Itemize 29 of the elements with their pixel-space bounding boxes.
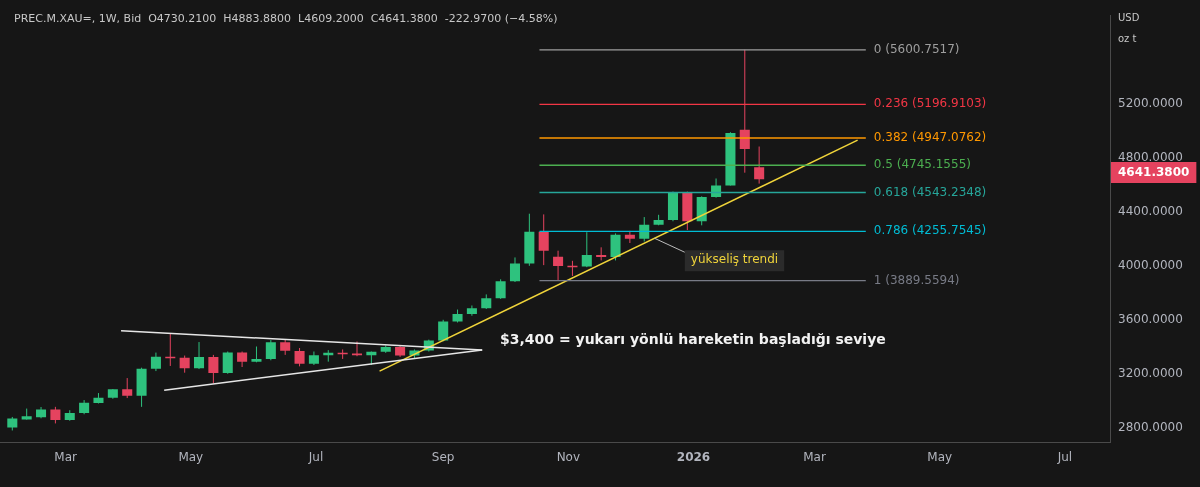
annotation: yükseliş trendi bbox=[690, 252, 779, 267]
chart-title: PREC.M.XAU=, 1W, Bid O4730.2100 H4883.8800 L4609.2000 C4641.3800 -222.9700 (−4.58%) bbox=[14, 12, 558, 25]
y-tick-label: 3200.0000 bbox=[1118, 365, 1183, 380]
y-tick-label: 4400.0000 bbox=[1118, 203, 1183, 218]
text: USD bbox=[1118, 11, 1140, 23]
y-tick-label: 4000.0000 bbox=[1118, 257, 1183, 272]
x-tick-label: Sep bbox=[431, 449, 455, 464]
x-tick-label: Jul bbox=[1056, 449, 1073, 464]
x-tick-label: 2026 bbox=[676, 449, 711, 464]
ref-line-label: 0.382 (4947.0762) bbox=[873, 130, 987, 145]
y-tick-label: 5200.0000 bbox=[1118, 95, 1183, 110]
x-tick-label: Mar bbox=[54, 449, 78, 464]
y-tick-label: 3600.0000 bbox=[1118, 311, 1183, 326]
ref-line-label: 0.786 (4255.7545) bbox=[873, 223, 987, 238]
x-tick-label: May bbox=[178, 449, 204, 464]
annotation: $3,400 = yukarı yönlü hareketin başladığı seviye bbox=[500, 330, 886, 347]
x-tick-label: Jul bbox=[307, 449, 324, 464]
ref-line-label: 0 (5600.7517) bbox=[873, 41, 960, 56]
text: 4641.3800 bbox=[1118, 164, 1190, 179]
x-tick-label: May bbox=[927, 449, 953, 464]
ref-line-label: 1 (3889.5594) bbox=[873, 272, 960, 287]
y-tick-label: 2800.0000 bbox=[1118, 419, 1183, 434]
ref-line-label: 0.236 (5196.9103) bbox=[873, 96, 987, 111]
text: oz t bbox=[1118, 32, 1137, 44]
x-tick-label: Nov bbox=[556, 449, 581, 464]
ref-line-label: 0.618 (4543.2348) bbox=[873, 184, 987, 199]
x-tick-label: Mar bbox=[803, 449, 826, 464]
ref-line-label: 0.5 (4745.1555) bbox=[873, 157, 971, 172]
y-tick-label: 4800.0000 bbox=[1118, 149, 1183, 164]
